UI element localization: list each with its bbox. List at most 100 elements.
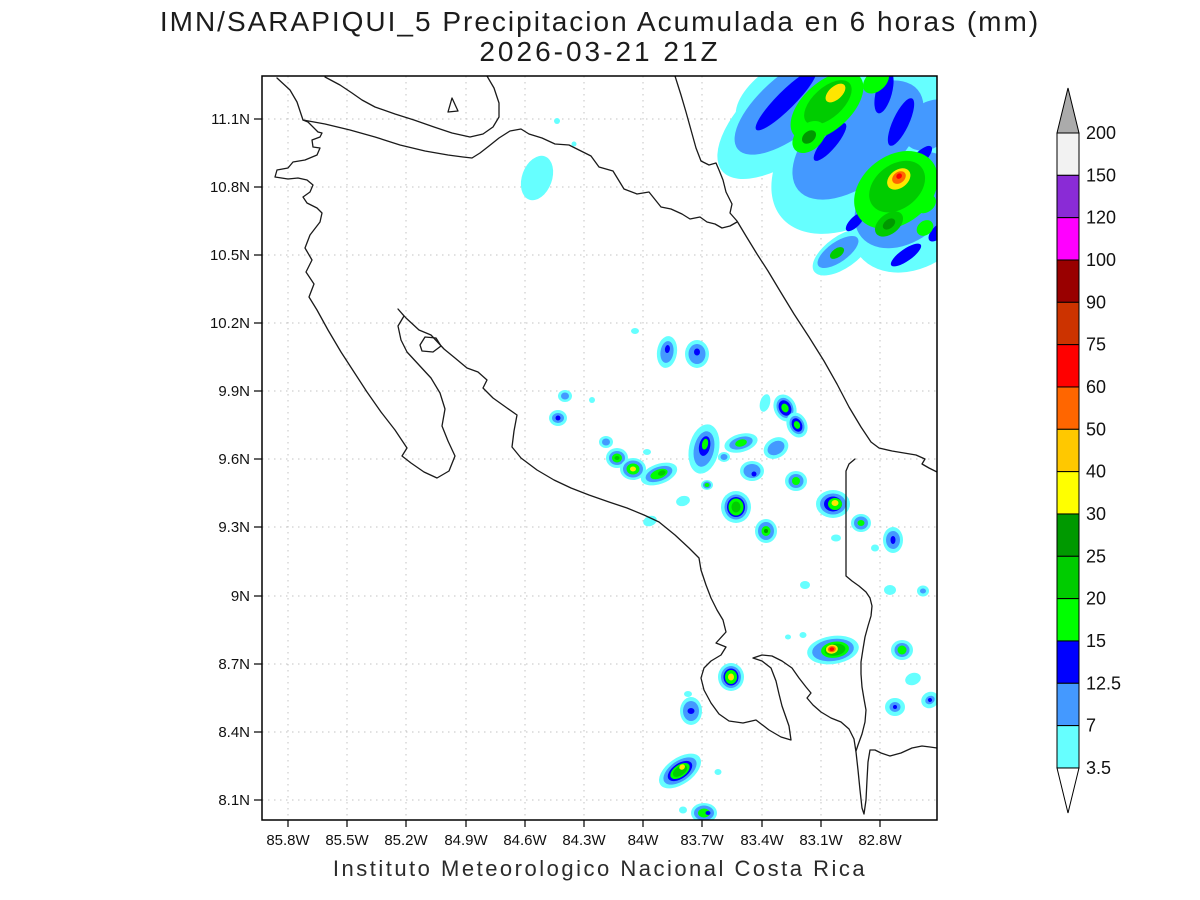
precipitation-layer — [520, 76, 937, 820]
x-tick-label: 84.3W — [562, 832, 606, 849]
coastline-layer — [274, 76, 937, 815]
precip-cell — [916, 220, 934, 236]
precip-contour — [720, 454, 728, 460]
precip-cell — [800, 581, 810, 589]
precip-contour — [785, 634, 791, 640]
precip-cell — [763, 437, 789, 459]
axis-labels: 85.8W 85.5W 85.2W 84.9W 84.6W 84.3W 84W 83.7W 83… — [210, 111, 903, 849]
colorbar-label: 12.5 — [1086, 673, 1121, 693]
precip-contour — [676, 495, 690, 507]
colorbar-label: 7 — [1086, 716, 1096, 736]
precip-cell — [785, 634, 791, 640]
precip-cell — [691, 803, 717, 820]
x-tick-label: 85.2W — [384, 832, 428, 849]
precip-cell — [549, 410, 567, 426]
x-tick-label: 82.8W — [858, 832, 902, 849]
precip-contour — [916, 220, 934, 236]
precip-contour — [874, 76, 894, 114]
colorbar-legend: 200 150 120 100 90 75 60 50 40 30 25 20 15 12.5 7 3.5 — [1056, 87, 1121, 814]
precip-cell — [658, 753, 702, 789]
precip-cell — [714, 769, 722, 775]
precip-cell — [799, 632, 807, 638]
precip-contour — [731, 501, 741, 513]
precip-cell — [807, 635, 859, 665]
colorbar-arrow-top — [1056, 87, 1080, 134]
precip-contour — [554, 118, 560, 124]
precip-cell — [785, 471, 807, 491]
precip-cell — [916, 194, 936, 214]
colorbar-box — [1056, 386, 1080, 430]
precip-contour — [829, 247, 845, 259]
precip-cell — [813, 123, 847, 161]
precip-cell — [643, 515, 657, 527]
precip-cell — [851, 514, 871, 532]
precip-contour — [759, 394, 771, 412]
precip-cell — [755, 76, 817, 131]
y-tick-label: 9.9N — [218, 383, 250, 400]
precip-contour — [705, 811, 711, 815]
colorbar-box — [1056, 174, 1080, 219]
page-title: IMN/SARAPIQUI_5 Precipitacion Acumulada … — [159, 6, 1041, 37]
colorbar-box — [1056, 259, 1080, 303]
x-tick-label: 84.9W — [444, 832, 488, 849]
colorbar-label: 100 — [1086, 250, 1116, 270]
precip-cell — [740, 461, 764, 481]
colorbar-box — [1056, 471, 1080, 515]
precip-contour — [792, 80, 924, 200]
precip-contour — [928, 698, 932, 702]
precip-contour — [664, 345, 670, 354]
precip-contour — [882, 218, 896, 230]
precip-contour — [781, 403, 789, 413]
precip-contour — [831, 500, 839, 506]
precip-cell — [921, 691, 937, 709]
x-tick-label: 84.6W — [503, 832, 547, 849]
coastline-path — [274, 77, 937, 815]
precip-cell — [903, 99, 937, 151]
precip-cell — [520, 155, 554, 201]
coastline-path — [419, 336, 442, 353]
coastline-path — [447, 97, 459, 113]
precip-contour — [893, 705, 897, 709]
y-tick-label: 9.6N — [218, 451, 250, 468]
precip-contour — [887, 98, 915, 146]
precip-contour — [799, 632, 807, 638]
precip-contour — [896, 173, 902, 179]
precip-contour — [555, 415, 561, 421]
precip-contour — [862, 76, 890, 94]
precip-cell — [631, 328, 639, 334]
colorbar-box — [1056, 640, 1080, 684]
colorbar-label: 30 — [1086, 504, 1106, 524]
precip-contour — [928, 222, 937, 242]
colorbar-label: 3.5 — [1086, 758, 1111, 778]
precip-contour — [792, 477, 800, 485]
precip-cell — [885, 698, 905, 716]
precip-cell — [684, 691, 692, 697]
precip-contour — [831, 534, 841, 542]
precip-cell — [759, 394, 771, 412]
colorbar-label: 15 — [1086, 631, 1106, 651]
y-tick-label: 8.7N — [218, 656, 250, 673]
institution-footer: Instituto Meteorologico Nacional Costa R… — [332, 856, 868, 881]
precip-cell — [724, 433, 758, 453]
colorbar-label: 120 — [1086, 208, 1116, 228]
x-tick-label: 83.7W — [680, 832, 724, 849]
precip-cell — [874, 211, 904, 237]
precip-cell — [656, 336, 678, 368]
y-tick-label: 10.8N — [210, 179, 250, 196]
precip-cell — [680, 697, 702, 725]
x-tick-label: 83.1W — [799, 832, 843, 849]
colorbar-box — [1056, 217, 1080, 261]
colorbar-box — [1056, 344, 1080, 388]
colorbar-box — [1056, 513, 1080, 557]
y-tick-label: 8.4N — [218, 724, 250, 741]
precip-cell — [688, 424, 720, 474]
precip-contour — [520, 155, 554, 201]
precip-contour — [800, 581, 810, 589]
y-tick-label: 9N — [231, 588, 250, 605]
precip-contour — [589, 397, 595, 403]
precip-cell — [640, 462, 678, 486]
precip-contour — [561, 392, 569, 400]
precip-contour — [890, 536, 896, 544]
precip-contour — [767, 440, 785, 456]
